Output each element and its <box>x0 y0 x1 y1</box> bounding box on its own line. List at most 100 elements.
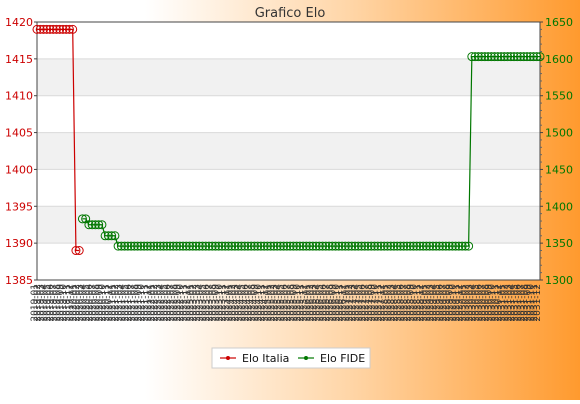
x-tick-label: 2028-09 <box>406 284 416 322</box>
x-tick-label: 2030-11 <box>491 284 501 322</box>
x-tick-label: 2026-02 <box>306 284 316 322</box>
x-tick-label: 2022-09 <box>173 284 183 322</box>
data-point <box>314 241 324 251</box>
x-tick-label: 2020-01 <box>69 284 79 322</box>
x-tick-label: 2023-11 <box>218 284 228 322</box>
y-right-tick-label: 1400 <box>545 200 573 213</box>
data-point <box>470 52 480 62</box>
data-point <box>516 52 526 62</box>
x-tick-label: 2021-06 <box>124 284 134 322</box>
x-tick-label: 2021-01 <box>108 284 118 322</box>
x-tick-label: 2029-07 <box>439 284 449 322</box>
data-point <box>486 52 496 62</box>
x-tick-label: 2029-12 <box>455 284 465 322</box>
x-tick-label: 2028-10 <box>410 284 420 322</box>
x-tick-label: 2021-12 <box>144 284 154 322</box>
data-point <box>191 241 201 251</box>
x-tick-label: 2025-12 <box>299 284 309 322</box>
x-tick-label: 2026-03 <box>309 284 319 322</box>
x-tick-label: 2030-03 <box>465 284 475 322</box>
x-tick-label: 2026-04 <box>312 284 322 322</box>
data-point <box>285 241 295 251</box>
x-tick-label: 2019-11 <box>62 284 72 322</box>
x-tick-label: 2023-12 <box>221 284 231 322</box>
data-point <box>473 52 483 62</box>
data-point <box>275 241 285 251</box>
data-point <box>279 241 289 251</box>
x-tick-label: 2022-06 <box>163 284 173 322</box>
data-point <box>418 241 428 251</box>
x-tick-label: 2022-01 <box>147 284 157 322</box>
x-tick-label: 2026-07 <box>322 284 332 322</box>
x-tick-label: 2030-05 <box>471 284 481 322</box>
data-point <box>68 24 78 34</box>
x-tick-label: 2024-03 <box>231 284 241 322</box>
y-left-tick-label: 1405 <box>5 127 33 140</box>
x-tick-label: 2024-12 <box>260 284 270 322</box>
data-point <box>194 241 204 251</box>
data-point <box>363 241 373 251</box>
x-tick-label: 2027-03 <box>348 284 358 322</box>
y-left-tick-label: 1415 <box>5 53 33 66</box>
y-right-tick-label: 1300 <box>545 274 573 287</box>
y-left-tick-label: 1390 <box>5 237 33 250</box>
data-point <box>155 241 165 251</box>
x-tick-label: 2025-06 <box>280 284 290 322</box>
x-tick-label: 2031-06 <box>514 284 524 322</box>
data-point <box>350 241 360 251</box>
x-tick-label: 2019-04 <box>40 284 50 322</box>
x-tick-label: 2029-06 <box>436 284 446 322</box>
data-point <box>366 241 376 251</box>
x-tick-label: 2023-07 <box>205 284 215 322</box>
data-point <box>249 241 259 251</box>
legend-label: Elo FIDE <box>320 352 365 365</box>
x-tick-label: 2031-05 <box>510 284 520 322</box>
y-right-tick-label: 1650 <box>545 16 573 29</box>
x-tick-label: 2023-01 <box>186 284 196 322</box>
data-point <box>405 241 415 251</box>
x-tick-label: 2023-04 <box>196 284 206 322</box>
data-point <box>483 52 493 62</box>
data-point <box>444 241 454 251</box>
x-tick-label: 2030-01 <box>458 284 468 322</box>
data-point <box>506 52 516 62</box>
y-left-tick-label: 1400 <box>5 163 33 176</box>
y-left-tick-label: 1385 <box>5 274 33 287</box>
data-point <box>421 241 431 251</box>
x-tick-label: 2023-02 <box>189 284 199 322</box>
data-point <box>123 241 133 251</box>
data-point <box>227 241 237 251</box>
x-tick-label: 2030-07 <box>478 284 488 322</box>
x-tick-label: 2019-09 <box>56 284 66 322</box>
data-point <box>262 241 272 251</box>
data-point <box>136 241 146 251</box>
x-tick-label: 2023-05 <box>199 284 209 322</box>
x-tick-label: 2021-08 <box>131 284 141 322</box>
chart-title: Grafico Elo <box>255 6 326 21</box>
data-point <box>288 241 298 251</box>
x-tick-label: 2031-10 <box>527 284 537 322</box>
data-point <box>415 241 425 251</box>
data-point <box>38 24 48 34</box>
x-tick-label: 2028-02 <box>384 284 394 322</box>
x-tick-label: 2019-05 <box>43 284 53 322</box>
data-point <box>353 241 363 251</box>
x-tick-label: 2019-07 <box>49 284 59 322</box>
data-point <box>408 241 418 251</box>
data-point <box>90 220 100 230</box>
x-tick-label: 2026-08 <box>325 284 335 322</box>
x-tick-label: 2025-11 <box>296 284 306 322</box>
data-point <box>272 241 282 251</box>
y-right-tick-label: 1550 <box>545 90 573 103</box>
x-tick-label: 2022-12 <box>183 284 193 322</box>
data-point <box>522 52 532 62</box>
x-tick-label: 2025-10 <box>293 284 303 322</box>
series-line <box>82 56 540 247</box>
legend-box <box>211 347 371 369</box>
x-tick-label: 2029-03 <box>426 284 436 322</box>
data-point <box>42 24 52 34</box>
data-point <box>214 241 224 251</box>
data-point <box>51 24 61 34</box>
x-tick-label: 2019-06 <box>46 284 56 322</box>
